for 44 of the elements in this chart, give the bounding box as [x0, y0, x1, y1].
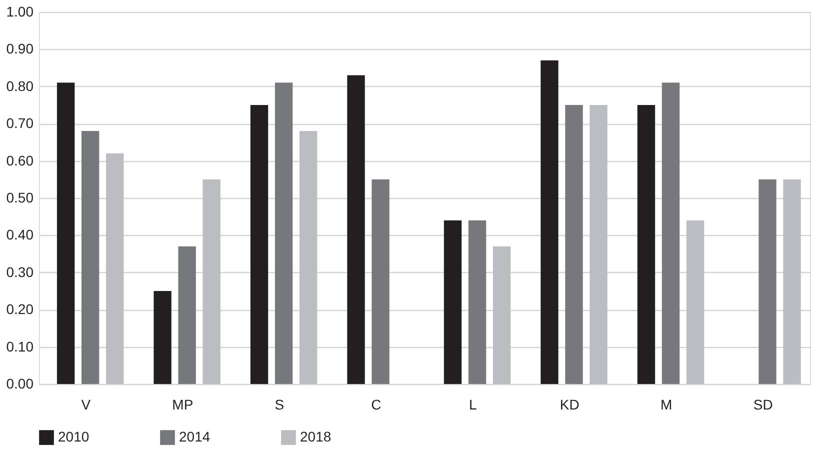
bar [565, 105, 583, 384]
legend-label: 2010 [58, 428, 90, 445]
y-tick-label: 0.20 [6, 301, 34, 318]
x-tick-label: L [468, 396, 477, 412]
bar [590, 105, 608, 384]
y-tick-label: 0.70 [6, 115, 34, 132]
x-tick-label: M [660, 396, 672, 412]
bar [468, 220, 486, 384]
bar [783, 179, 801, 384]
bar [250, 105, 268, 384]
bar [347, 75, 365, 384]
bar [56, 82, 75, 384]
bar [444, 220, 462, 384]
bar [299, 131, 318, 384]
bar [686, 220, 704, 384]
bar [758, 179, 776, 384]
y-tick-label: 0.10 [6, 338, 34, 354]
y-tick-label: 0.40 [6, 226, 34, 243]
y-tick-label: 0.90 [6, 40, 34, 57]
bar [178, 246, 196, 384]
bar [274, 82, 293, 384]
y-tick-label: 0.50 [6, 190, 34, 206]
x-tick-label: KD [560, 396, 580, 412]
bar [202, 179, 220, 384]
bar [540, 60, 558, 384]
y-tick-label: 0.60 [6, 152, 34, 168]
x-tick-label: C [371, 396, 382, 412]
legend-label: 2014 [179, 428, 210, 445]
bar [492, 246, 511, 384]
bar [81, 131, 100, 384]
bar [372, 179, 390, 384]
y-tick-label: 0.30 [6, 264, 34, 280]
y-tick-label: 1.00 [6, 4, 34, 20]
x-tick-label: SD [753, 396, 773, 412]
y-tick-label: 0.00 [6, 376, 34, 392]
x-tick-label: S [274, 396, 284, 412]
legend-label: 2018 [300, 428, 332, 445]
bar [662, 82, 680, 384]
x-tick-label: MP [172, 396, 194, 412]
bar [637, 105, 656, 384]
bar [154, 291, 172, 384]
bar [106, 153, 124, 384]
x-tick-label: V [81, 396, 92, 412]
y-tick-label: 0.80 [6, 78, 34, 94]
